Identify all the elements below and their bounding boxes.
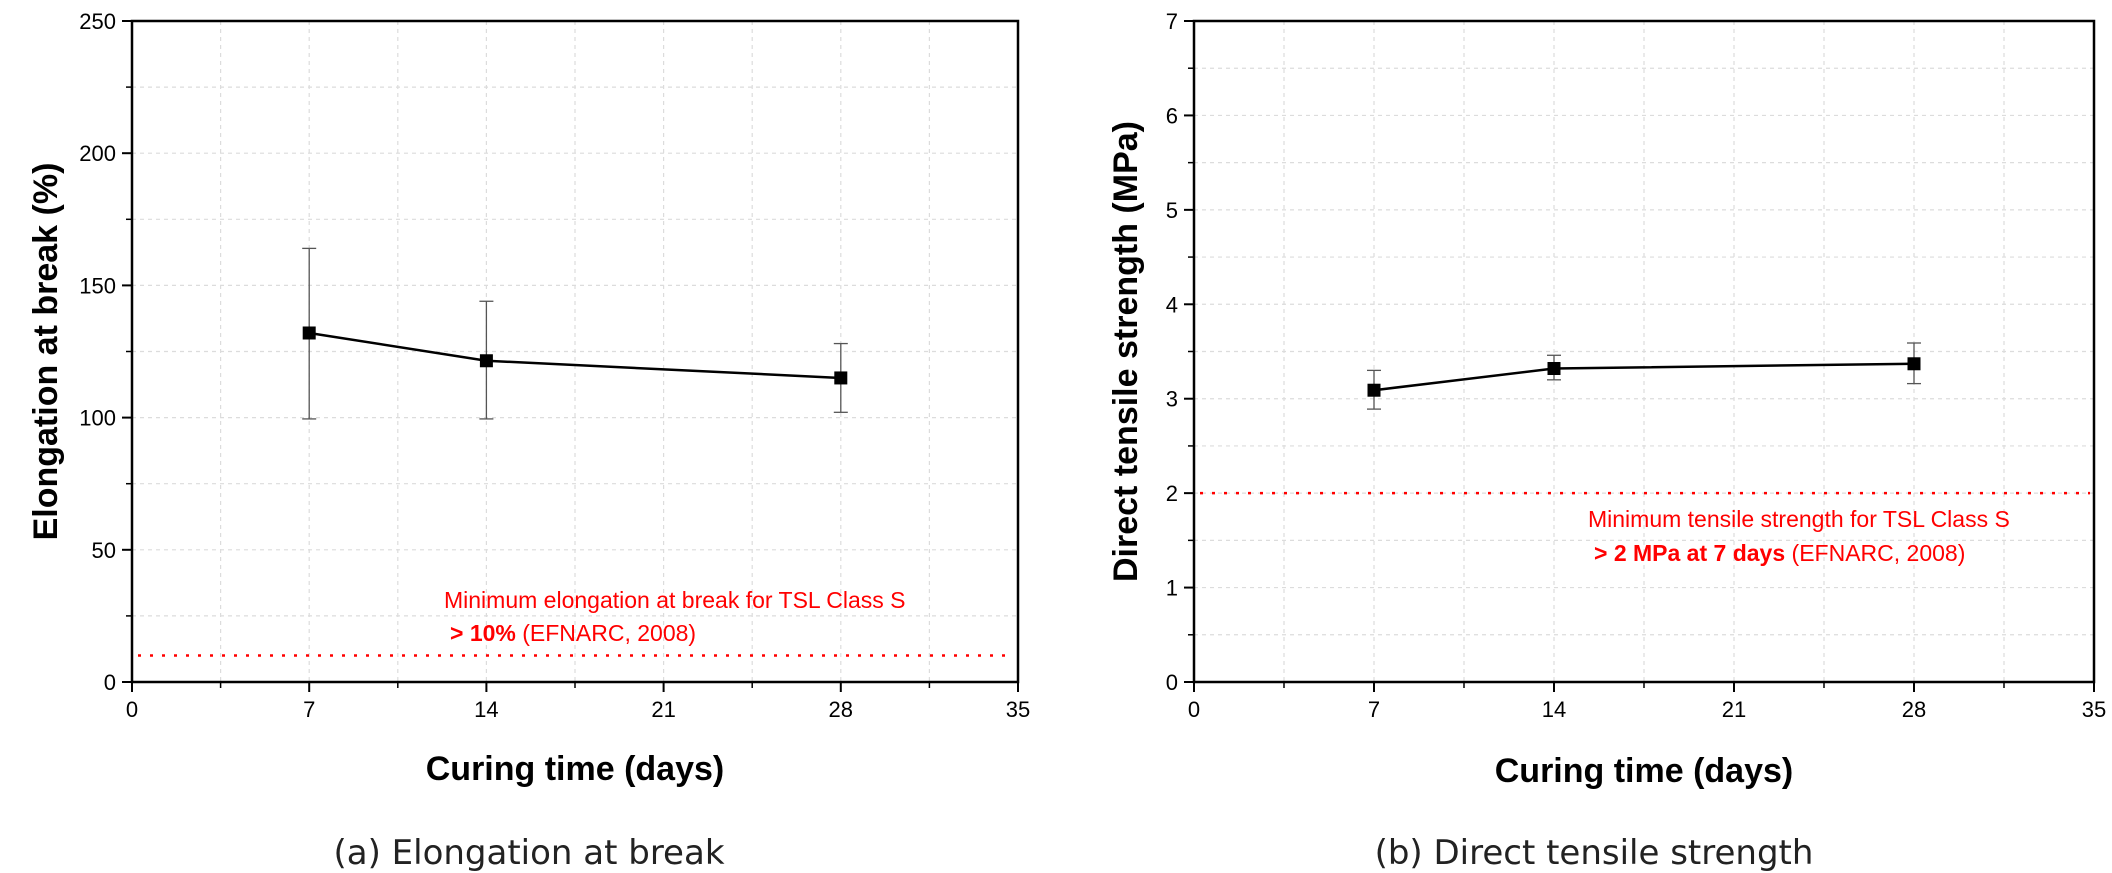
minor-ticks bbox=[1188, 67, 2005, 688]
series-line bbox=[309, 331, 841, 380]
x-axis-title: Curing time (days) bbox=[1495, 752, 1793, 790]
ticks bbox=[122, 20, 1019, 692]
y-tick-label: 4 bbox=[1166, 292, 1178, 317]
y-tick-label: 7 bbox=[1166, 9, 1178, 34]
y-axis-title: Elongation at break (%) bbox=[27, 163, 65, 541]
data-point bbox=[302, 326, 316, 340]
data-markers bbox=[302, 326, 848, 385]
y-tick-label: 0 bbox=[1166, 670, 1178, 695]
panel-tensile-strength: 0 7 14 21 28 35 0 1 2 3 4 5 6 7 Curing time (days) D… bbox=[1107, 9, 2106, 873]
annotation-bold: > 2 MPa at 7 days bbox=[1594, 540, 1785, 566]
y-tick-labels: 0 50 100 150 200 250 bbox=[79, 9, 116, 695]
y-tick-label: 150 bbox=[79, 273, 116, 298]
x-tick-label: 0 bbox=[1188, 697, 1200, 722]
annotation-source: (EFNARC, 2008) bbox=[516, 620, 696, 646]
x-tick-label: 14 bbox=[474, 697, 498, 722]
annotation-source: (EFNARC, 2008) bbox=[1785, 540, 1965, 566]
annotation-bold: > 10% bbox=[450, 620, 516, 646]
y-tick-label: 5 bbox=[1166, 198, 1178, 223]
data-point bbox=[1907, 357, 1921, 371]
x-tick-label: 35 bbox=[2082, 697, 2106, 722]
y-tick-label: 200 bbox=[79, 141, 116, 166]
plot-frame bbox=[1192, 19, 2096, 684]
x-tick-label: 28 bbox=[829, 697, 853, 722]
annotation-line-1: Minimum elongation at break for TSL Clas… bbox=[444, 587, 905, 613]
y-tick-label: 0 bbox=[104, 670, 116, 695]
panel-caption: (a) Elongation at break bbox=[333, 833, 724, 873]
x-tick-label: 28 bbox=[1902, 697, 1926, 722]
plot-frame bbox=[130, 19, 1020, 684]
data-point bbox=[479, 354, 493, 368]
x-tick-label: 7 bbox=[1368, 697, 1380, 722]
ticks bbox=[1184, 20, 2095, 692]
y-tick-label: 250 bbox=[79, 9, 116, 34]
y-tick-label: 1 bbox=[1166, 576, 1178, 601]
panel-elongation: 0 7 14 21 28 35 0 50 100 150 200 250 Curing time (… bbox=[27, 9, 1030, 873]
panel-caption: (b) Direct tensile strength bbox=[1375, 833, 1814, 873]
data-point bbox=[1367, 383, 1381, 397]
x-tick-label: 21 bbox=[1722, 697, 1746, 722]
x-tick-label: 21 bbox=[651, 697, 675, 722]
x-tick-label: 7 bbox=[303, 697, 315, 722]
y-tick-label: 50 bbox=[92, 538, 116, 563]
grid bbox=[1194, 21, 2094, 682]
x-tick-labels: 0 7 14 21 28 35 bbox=[1188, 697, 2106, 722]
grid bbox=[132, 21, 1018, 682]
data-point bbox=[1547, 361, 1561, 375]
x-axis-title: Curing time (days) bbox=[426, 750, 724, 788]
x-tick-label: 14 bbox=[1542, 697, 1566, 722]
y-tick-labels: 0 1 2 3 4 5 6 7 bbox=[1166, 9, 1178, 695]
y-tick-label: 3 bbox=[1166, 387, 1178, 412]
annotation-line-1: Minimum tensile strength for TSL Class S bbox=[1588, 506, 2010, 532]
y-axis-title: Direct tensile strength (MPa) bbox=[1107, 121, 1145, 582]
data-point bbox=[834, 371, 848, 385]
x-tick-label: 35 bbox=[1006, 697, 1030, 722]
y-tick-label: 6 bbox=[1166, 103, 1178, 128]
x-tick-labels: 0 7 14 21 28 35 bbox=[126, 697, 1030, 722]
x-tick-label: 0 bbox=[126, 697, 138, 722]
data-markers bbox=[1367, 357, 1921, 397]
y-tick-label: 2 bbox=[1166, 481, 1178, 506]
y-tick-label: 100 bbox=[79, 406, 116, 431]
annotation-line-2: > 2 MPa at 7 days (EFNARC, 2008) bbox=[1594, 540, 1965, 566]
annotation-line-2: > 10% (EFNARC, 2008) bbox=[450, 620, 696, 646]
